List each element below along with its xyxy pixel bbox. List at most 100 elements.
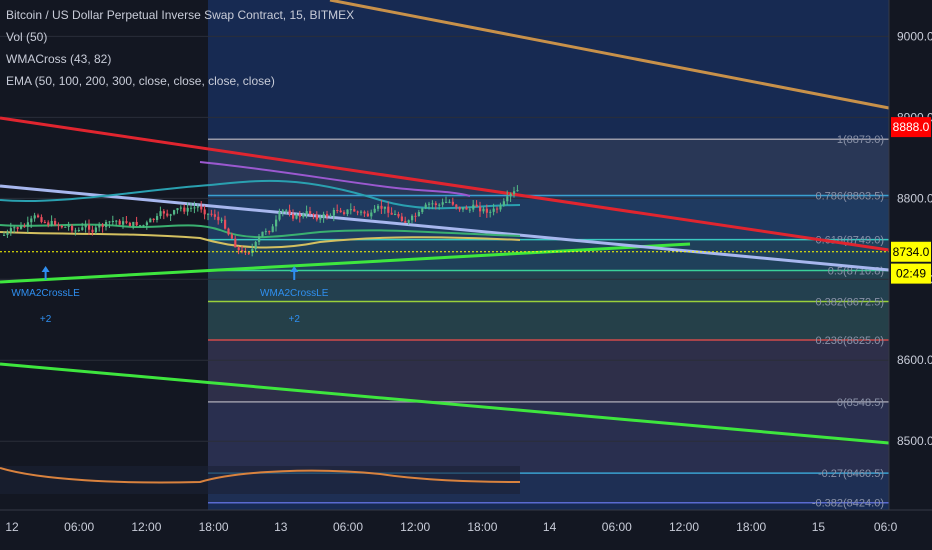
candle-body [475, 204, 478, 207]
candle-body [322, 214, 325, 218]
candle-body [13, 227, 16, 229]
candle-body [434, 203, 437, 206]
candle-body [462, 207, 465, 210]
signal-arrow-icon [290, 266, 299, 280]
candle-body [275, 219, 278, 227]
fib-level-label: 0.618(8749.0) [816, 235, 885, 247]
candle-body [254, 241, 257, 250]
candle-body [60, 225, 63, 228]
y-tick-label: 8500.0 [897, 434, 932, 448]
candle-body [213, 214, 216, 217]
y-tick-label: 8800.0 [897, 191, 932, 205]
x-tick-label: 18:00 [467, 520, 497, 534]
candle-body [377, 205, 380, 209]
ema-teal-line [0, 179, 521, 210]
candle-body [383, 206, 386, 209]
candle-body [485, 208, 488, 213]
signal-count: +2 [289, 314, 301, 325]
price-label-box [891, 263, 931, 284]
candle-body [108, 221, 111, 223]
candle-body [118, 220, 121, 225]
candle-body [200, 206, 203, 210]
candle-body [71, 225, 74, 231]
candle-body [424, 204, 427, 209]
candle-body [237, 247, 240, 251]
candle-body [190, 207, 193, 209]
x-tick-label: 06:00 [333, 520, 363, 534]
candle-body [94, 227, 97, 233]
fib-level-label: 1(8873.0) [837, 134, 884, 146]
ema-purple-line [199, 161, 471, 197]
candle-body [159, 211, 162, 217]
candle-body [492, 208, 495, 212]
candle-body [411, 215, 414, 221]
candle-body [343, 212, 346, 215]
candle-body [509, 193, 512, 197]
signal-count: +2 [40, 314, 52, 325]
candle-body [366, 213, 369, 217]
candle-body [513, 191, 516, 194]
candle-body [387, 206, 390, 213]
candle-body [149, 218, 152, 223]
candle-body [128, 222, 131, 227]
candle-body [183, 207, 186, 212]
symbol-title[interactable]: Bitcoin / US Dollar Perpetual Inverse Sw… [6, 8, 355, 22]
x-tick-label: 12:00 [400, 520, 430, 534]
candle-body [43, 221, 46, 223]
volume-indicator-label[interactable]: Vol (50) [6, 30, 48, 44]
price-label-box [891, 241, 931, 262]
candle-body [64, 226, 67, 228]
ema-indicator-label[interactable]: EMA (50, 100, 200, 300, close, close, cl… [6, 74, 275, 88]
candle-body [305, 211, 308, 215]
x-tick-label: 14 [543, 520, 557, 534]
candle-body [6, 232, 9, 235]
candle-body [394, 213, 397, 215]
candle-body [360, 211, 363, 213]
fib-zone [208, 139, 889, 196]
candle-body [67, 225, 70, 227]
candle-body [441, 202, 444, 205]
x-tick-label: 06:00 [64, 520, 94, 534]
x-tick-label: 18:00 [199, 520, 229, 534]
candle-body [356, 211, 359, 213]
volume-line [0, 467, 521, 484]
candle-body [186, 207, 189, 212]
candle-body [502, 201, 505, 206]
candle-body [169, 214, 172, 216]
candle-body [380, 205, 383, 209]
candle-body [370, 212, 373, 217]
candle-body [390, 212, 393, 215]
candle-body [288, 210, 291, 215]
wma-indicator-label[interactable]: WMACross (43, 82) [6, 52, 112, 66]
candle-body [482, 208, 485, 212]
candle-body [145, 222, 148, 226]
candle-body [50, 220, 53, 226]
candle-body [451, 201, 454, 205]
candle-body [30, 218, 33, 223]
x-tick-label: 13 [274, 520, 288, 534]
signal-label: WMA2CrossLE [11, 288, 80, 299]
candle-body [285, 210, 288, 212]
candle-body [417, 212, 420, 217]
y-tick-label: 9000.0 [897, 29, 932, 43]
price-label-text: 8734.0 [893, 245, 930, 259]
candle-body [74, 230, 77, 232]
candle-body [373, 208, 376, 213]
candle-body [98, 224, 101, 228]
candle-body [3, 234, 6, 236]
candle-body [332, 210, 335, 216]
candle-body [105, 222, 108, 227]
candle-body [298, 214, 301, 217]
price-label-text: 8888.0 [893, 120, 930, 134]
candle-body [428, 203, 431, 205]
candle-body [309, 211, 312, 214]
candle-body [479, 206, 482, 212]
candle-body [312, 213, 315, 215]
fib-level-label: 0.786(8803.5) [816, 191, 885, 203]
candle-body [414, 215, 417, 217]
candle-body [16, 227, 19, 229]
candle-body [363, 211, 366, 214]
candle-body [261, 231, 264, 237]
candle-body [400, 216, 403, 221]
